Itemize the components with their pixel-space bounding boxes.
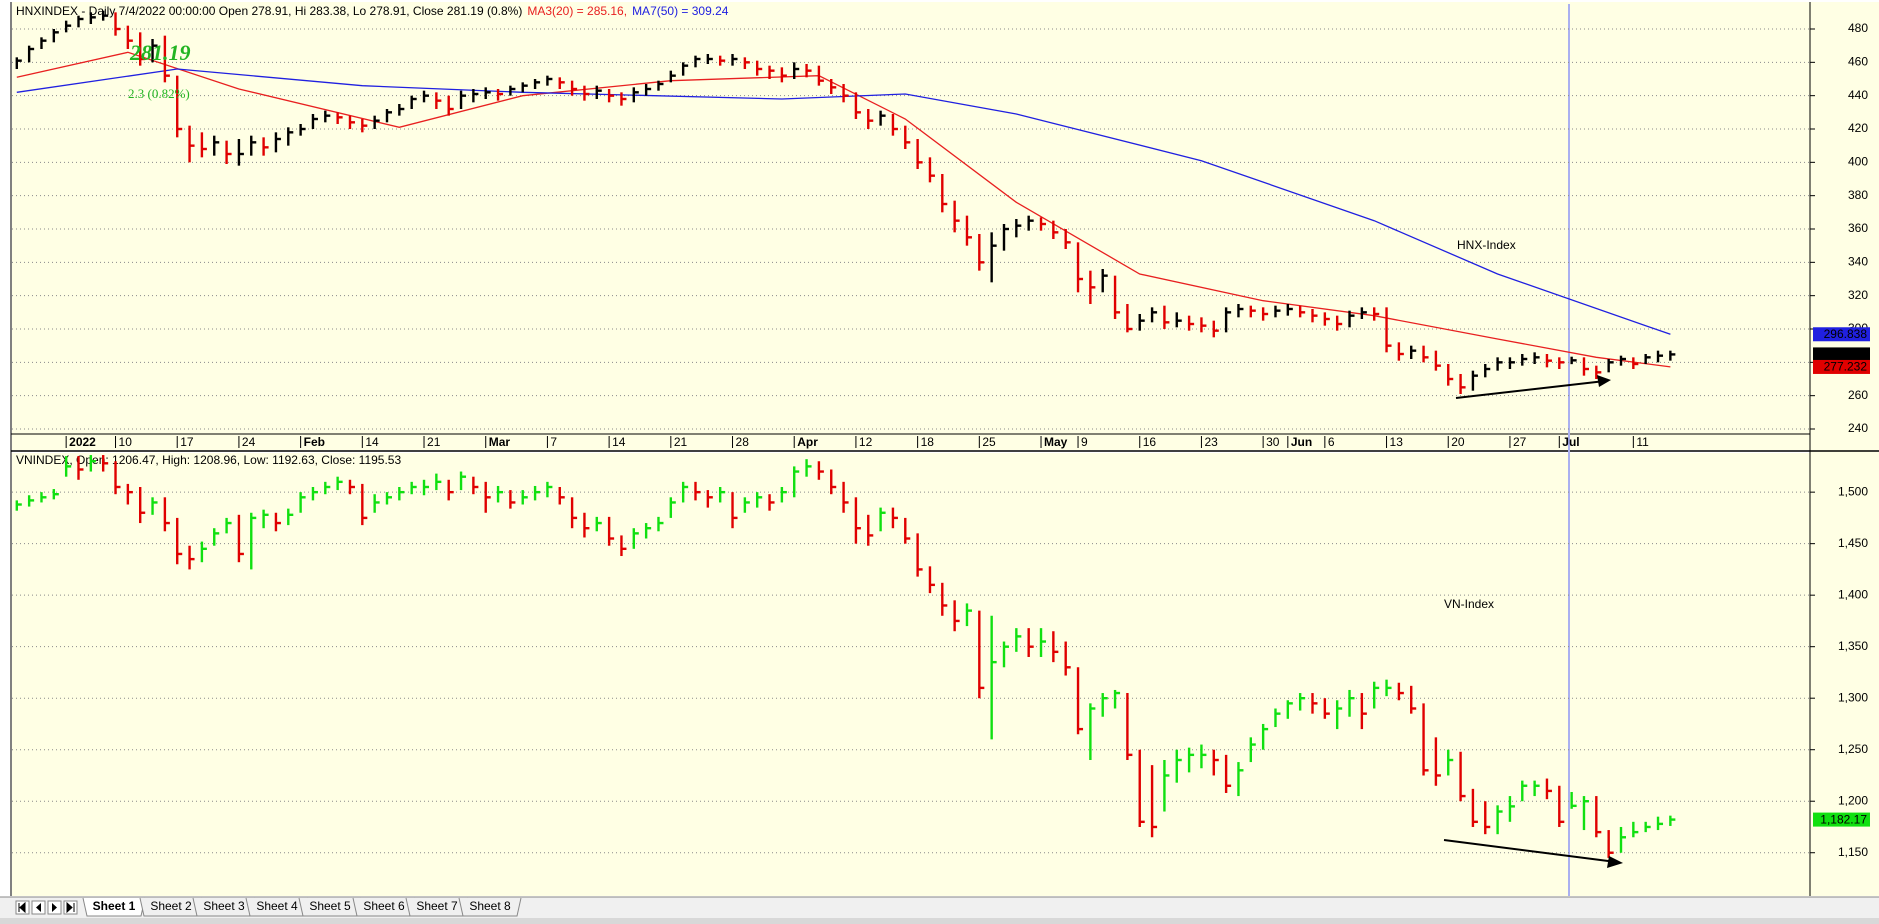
legend-entry: MA3(20) = 285.16, — [527, 4, 627, 18]
annotation: 281.19 — [129, 40, 191, 65]
x-tick-label: 21 — [674, 435, 688, 449]
y-tick-label: 1,350 — [1838, 639, 1868, 653]
sheet-tab-label[interactable]: Sheet 7 — [416, 899, 458, 913]
y-tick-label: 1,150 — [1838, 845, 1868, 859]
x-tick-label: Jun — [1291, 435, 1312, 449]
y-tick-label: 240 — [1848, 421, 1868, 435]
x-tick-label: 24 — [242, 435, 256, 449]
moving-average-line — [16, 51, 1671, 368]
chart-layer: 240260280300320340360380400420440460480H… — [12, 4, 1870, 859]
sheet-tab-label[interactable]: Sheet 2 — [150, 899, 192, 913]
sheet-tab-label[interactable]: Sheet 8 — [469, 899, 511, 913]
x-tick-label: 11 — [1636, 435, 1649, 449]
nav-icon — [36, 903, 41, 912]
y-tick-label: 380 — [1848, 188, 1868, 202]
arrow-head — [1607, 856, 1623, 868]
y-tick-label: 1,500 — [1838, 484, 1868, 498]
date-axis-area — [12, 434, 1810, 450]
x-tick-label: Jul — [1562, 435, 1579, 449]
arrow-head — [1597, 375, 1611, 387]
price-badge — [1813, 327, 1870, 342]
trend-arrow — [1455, 380, 1606, 399]
title-text: HNXINDEX - Daily 7/4/2022 00:00:00 Open … — [16, 4, 522, 18]
y-tick-label: 420 — [1848, 121, 1868, 135]
sheet-tab-label[interactable]: Sheet 4 — [256, 899, 298, 913]
x-tick-label: Mar — [489, 435, 511, 449]
price-axis-area — [1810, 2, 1879, 896]
x-tick-label: 6 — [1328, 435, 1335, 449]
y-tick-label: 460 — [1848, 55, 1868, 69]
y-tick-label: 1,300 — [1838, 690, 1868, 704]
sheet-tab-label[interactable]: Sheet 1 — [93, 899, 136, 913]
x-tick-label: 23 — [1204, 435, 1218, 449]
nav-icon — [52, 903, 57, 912]
sheet-tab-label[interactable]: Sheet 5 — [309, 899, 351, 913]
price-badge — [1813, 812, 1870, 827]
sheet-tab-label[interactable]: Sheet 6 — [363, 899, 405, 913]
x-tick-label: 12 — [859, 435, 873, 449]
price-badge-label: 284.75 — [1830, 347, 1867, 361]
price-badge-label: 1,182.17 — [1820, 812, 1867, 826]
chart-title: HNXINDEX - Daily 7/4/2022 00:00:00 Open … — [16, 4, 729, 18]
x-tick-label: 28 — [736, 435, 750, 449]
x-tick-label: 18 — [921, 435, 935, 449]
y-tick-label: 340 — [1848, 255, 1868, 269]
y-tick-label: 480 — [1848, 21, 1868, 35]
legend-entry: MA7(50) = 309.24 — [632, 4, 729, 18]
annotation: VN-Index — [1444, 597, 1494, 611]
x-tick-label: May — [1044, 435, 1068, 449]
nav-icon — [66, 901, 75, 914]
x-tick-label: Feb — [304, 435, 325, 449]
x-tick-label: 10 — [119, 435, 133, 449]
price-badge — [1813, 347, 1870, 362]
x-tick-label: 9 — [1081, 435, 1088, 449]
y-tick-label: 1,200 — [1838, 793, 1868, 807]
trend-arrow — [1443, 839, 1617, 863]
y-tick-label: 260 — [1848, 388, 1868, 402]
y-tick-label: 360 — [1848, 221, 1868, 235]
x-tick-label: 14 — [612, 435, 626, 449]
hnx-plot-area — [12, 2, 1810, 434]
annotation: HNX-Index — [1457, 238, 1516, 252]
sheet-tab[interactable] — [458, 897, 522, 917]
status-strip — [0, 918, 1879, 924]
price-badge — [1813, 359, 1870, 374]
x-tick-label: 7 — [550, 435, 557, 449]
price-badge-label: 277.232 — [1824, 360, 1868, 374]
price-badge-label: 296.838 — [1824, 327, 1868, 341]
title-text: VNINDEX, Open: 1206.47, High: 1208.96, L… — [16, 453, 401, 467]
x-tick-label: 16 — [1143, 435, 1157, 449]
y-tick-label: 400 — [1848, 155, 1868, 169]
moving-average-line — [16, 68, 1671, 335]
x-tick-label: Apr — [797, 435, 818, 449]
chart-title: VNINDEX, Open: 1206.47, High: 1208.96, L… — [16, 453, 401, 467]
x-tick-label: 25 — [982, 435, 996, 449]
sheet-nav — [15, 900, 78, 915]
annotation: 2.3 (0.82%) — [128, 86, 190, 101]
x-tick-label: 17 — [180, 435, 194, 449]
y-tick-label: 320 — [1848, 288, 1868, 302]
vn-plot-area — [12, 453, 1810, 896]
y-tick-label: 440 — [1848, 88, 1868, 102]
y-tick-label: 1,450 — [1838, 536, 1868, 550]
nav-icon — [18, 901, 26, 914]
x-tick-label: 27 — [1513, 435, 1527, 449]
x-tick-label: 13 — [1390, 435, 1404, 449]
sheet-tabs: Sheet 1 Sheet 2 Sheet 3 Sheet 4 Sheet 5 Sheet… — [82, 897, 522, 917]
y-tick-label: 1,400 — [1838, 587, 1868, 601]
y-tick-label: 1,250 — [1838, 742, 1868, 756]
x-tick-label: 2022 — [69, 435, 96, 449]
x-tick-label: 14 — [365, 435, 379, 449]
x-tick-label: 21 — [427, 435, 441, 449]
x-tick-label: 20 — [1451, 435, 1465, 449]
sheet-tab-label[interactable]: Sheet 3 — [203, 899, 245, 913]
x-tick-label: 30 — [1266, 435, 1280, 449]
